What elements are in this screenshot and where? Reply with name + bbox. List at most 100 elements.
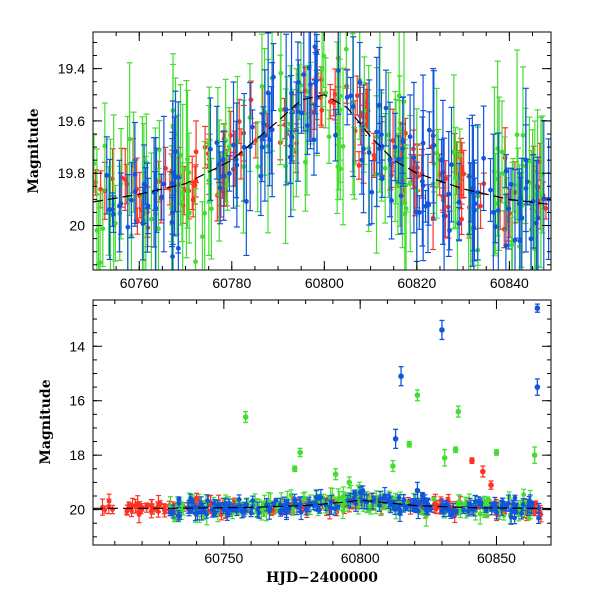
top-blue-point bbox=[207, 97, 214, 201]
top-blue-point bbox=[103, 136, 110, 215]
bottom-blue-point bbox=[316, 505, 322, 514]
bottom-x-tick-label: 60750 bbox=[204, 550, 243, 566]
top-blue-point bbox=[445, 130, 452, 258]
bottom-green-point bbox=[456, 494, 462, 510]
top-blue-point bbox=[124, 173, 131, 270]
bottom-blue-point bbox=[512, 511, 518, 525]
bottom-outlier-point bbox=[452, 446, 459, 454]
top-y-tick-label: 19.4 bbox=[58, 61, 85, 77]
top-blue-point bbox=[413, 161, 420, 263]
top-green-point bbox=[450, 74, 457, 230]
top-y-tick-label: 19.6 bbox=[58, 113, 85, 129]
top-blue-point bbox=[142, 167, 149, 205]
top-blue-point bbox=[175, 101, 182, 254]
bottom-outlier-point bbox=[242, 410, 249, 424]
top-green-point bbox=[343, 32, 350, 89]
bottom-blue-point bbox=[475, 496, 481, 506]
bottom-panel: 60750 60800 60850 14 16 18 20 Magnitude HJD−24… bbox=[38, 299, 552, 586]
top-blue-point bbox=[441, 137, 448, 270]
bottom-blue-point bbox=[352, 489, 358, 495]
top-green-point bbox=[382, 112, 389, 224]
top-model-curve bbox=[93, 94, 551, 206]
top-blue-point bbox=[470, 124, 477, 252]
bottom-outlier-point bbox=[291, 465, 298, 473]
top-red-point bbox=[327, 83, 334, 120]
bottom-blue-point bbox=[382, 494, 388, 501]
top-blue-point bbox=[335, 32, 342, 115]
top-green-point bbox=[93, 148, 100, 270]
top-blue-point bbox=[490, 133, 497, 270]
top-blue-point bbox=[169, 138, 176, 270]
top-blue-point bbox=[230, 81, 237, 209]
top-green-point bbox=[93, 134, 97, 193]
top-blue-point bbox=[430, 70, 437, 221]
bottom-blue-point bbox=[493, 502, 499, 514]
bottom-blue-point bbox=[205, 494, 211, 508]
bottom-outlier-point bbox=[534, 378, 541, 396]
top-green-point bbox=[240, 99, 247, 234]
bottom-blue-point bbox=[281, 496, 287, 514]
top-green-point bbox=[201, 141, 208, 270]
top-green-point bbox=[320, 32, 327, 89]
bottom-outlier-point bbox=[531, 446, 538, 464]
top-blue-point bbox=[474, 124, 481, 261]
top-blue-point bbox=[233, 120, 240, 199]
top-blue-point bbox=[507, 167, 514, 201]
top-blue-point bbox=[426, 111, 433, 149]
top-blue-point bbox=[360, 84, 367, 214]
bottom-data-layer bbox=[93, 303, 551, 527]
top-green-point bbox=[519, 66, 526, 205]
top-blue-point bbox=[128, 162, 135, 239]
bottom-y-tick-label: 20 bbox=[69, 502, 85, 518]
bottom-outlier-point bbox=[488, 480, 494, 490]
top-x-tick-label: 60780 bbox=[212, 275, 251, 291]
bottom-red-point bbox=[126, 501, 132, 511]
top-blue-point bbox=[259, 112, 266, 183]
top-blue-point bbox=[378, 89, 385, 180]
top-blue-point bbox=[344, 69, 351, 126]
top-blue-point bbox=[132, 159, 139, 225]
bottom-blue-point bbox=[175, 509, 181, 522]
bottom-outlier-point bbox=[439, 319, 445, 341]
bottom-blue-point bbox=[390, 499, 396, 511]
top-blue-point bbox=[307, 32, 314, 150]
bottom-x-tick-label: 60850 bbox=[477, 550, 516, 566]
top-green-point bbox=[514, 49, 521, 221]
top-green-point bbox=[254, 121, 261, 213]
bottom-blue-point bbox=[536, 502, 542, 515]
bottom-outlier-point bbox=[469, 457, 475, 464]
top-green-point bbox=[403, 144, 410, 270]
top-y-axis-label: Magnitude bbox=[26, 108, 42, 193]
bottom-outlier-point bbox=[406, 440, 413, 448]
bottom-x-axis-label: HJD−2400000 bbox=[266, 570, 378, 586]
bottom-red-point bbox=[148, 498, 154, 513]
bottom-blue-point bbox=[461, 506, 467, 515]
top-blue-point bbox=[516, 172, 523, 270]
bottom-outlier-point bbox=[297, 447, 303, 458]
bottom-blue-point bbox=[397, 504, 403, 516]
top-blue-point bbox=[373, 56, 380, 208]
bottom-blue-point bbox=[451, 502, 457, 518]
bottom-green-point bbox=[340, 486, 346, 507]
top-blue-point bbox=[249, 109, 256, 145]
top-x-tick-label: 60840 bbox=[490, 275, 529, 291]
top-green-point bbox=[433, 87, 440, 219]
top-green-point bbox=[340, 67, 347, 226]
top-blue-point bbox=[368, 159, 375, 225]
top-blue-point bbox=[386, 101, 393, 218]
bottom-model-curve bbox=[93, 499, 551, 510]
bottom-y-axis-label: Magnitude bbox=[38, 379, 54, 464]
top-blue-point bbox=[220, 130, 227, 221]
bottom-blue-point bbox=[229, 507, 235, 513]
top-y-tick-label: 20 bbox=[69, 218, 85, 234]
bottom-blue-point bbox=[520, 498, 526, 512]
top-green-point bbox=[156, 120, 163, 180]
bottom-blue-point bbox=[236, 494, 242, 505]
bottom-blue-point bbox=[248, 508, 254, 518]
top-blue-point bbox=[356, 41, 363, 124]
top-y-tick-label: 19.8 bbox=[58, 165, 85, 181]
bottom-blue-point bbox=[225, 501, 231, 518]
top-green-point bbox=[148, 152, 155, 270]
top-blue-point bbox=[540, 120, 547, 270]
bottom-x-tick-label: 60800 bbox=[341, 550, 380, 566]
